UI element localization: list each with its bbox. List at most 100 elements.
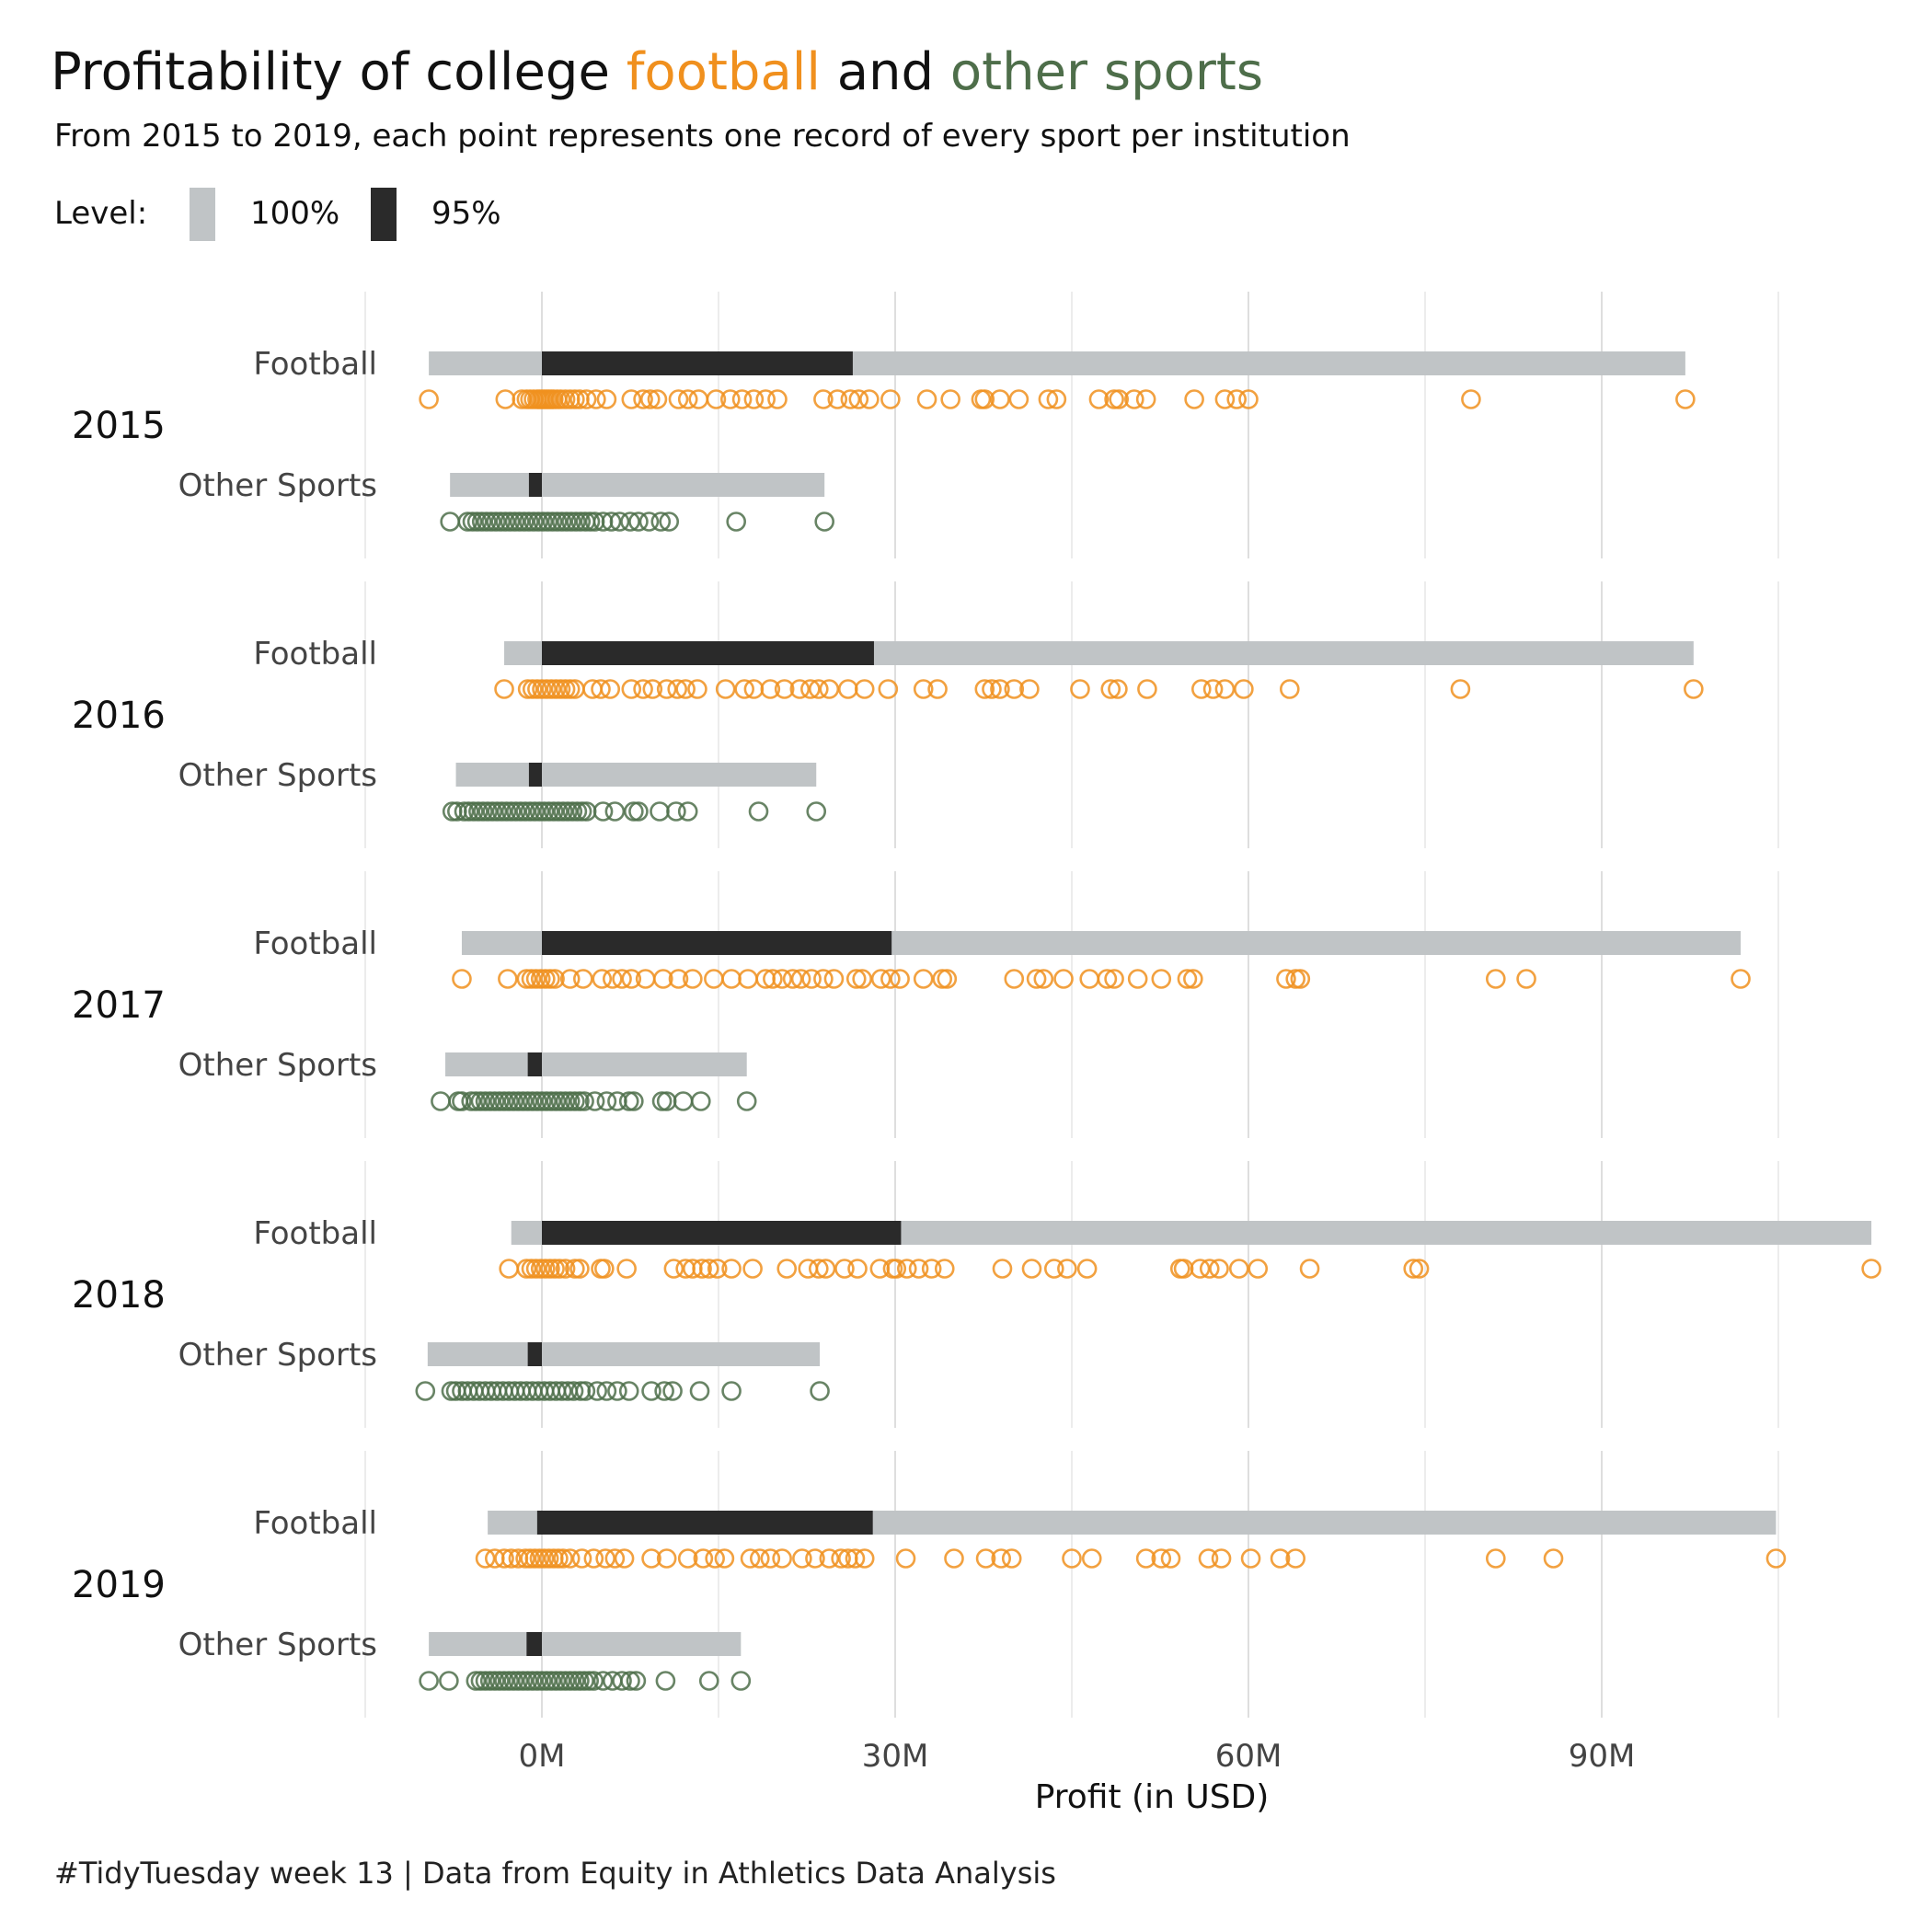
data-point	[575, 1381, 596, 1401]
data-point	[495, 389, 516, 409]
range-95-bar	[527, 1342, 542, 1366]
data-point	[620, 512, 640, 532]
data-point	[667, 679, 688, 699]
data-point	[726, 512, 747, 532]
range-95-bar	[542, 351, 853, 375]
data-point	[760, 679, 781, 699]
data-point	[790, 969, 811, 989]
data-point	[1026, 969, 1047, 989]
data-point	[628, 801, 649, 822]
data-point	[1004, 679, 1025, 699]
data-point	[499, 1259, 519, 1279]
data-point	[975, 1548, 996, 1569]
data-point	[736, 1091, 757, 1111]
data-point	[743, 389, 765, 409]
data-point	[1228, 1259, 1249, 1279]
data-point	[1270, 1548, 1291, 1569]
data-point	[944, 1548, 964, 1569]
data-point	[419, 389, 439, 409]
row-label: Other Sports	[178, 757, 377, 794]
data-point	[698, 1259, 719, 1279]
data-point	[810, 1381, 830, 1401]
data-point	[819, 1548, 840, 1569]
data-point	[647, 389, 668, 409]
data-point	[1226, 389, 1247, 409]
data-point	[808, 1259, 829, 1279]
data-point	[1183, 969, 1203, 989]
data-point	[1079, 969, 1099, 989]
data-point	[721, 1259, 742, 1279]
data-point	[692, 1259, 712, 1279]
data-point	[1684, 679, 1704, 699]
data-point	[880, 389, 901, 409]
data-point	[895, 1548, 916, 1569]
data-point	[452, 1091, 472, 1111]
data-point	[1160, 1548, 1181, 1569]
data-point	[500, 1548, 522, 1569]
year-label: 2018	[72, 1274, 166, 1317]
data-point	[800, 679, 821, 699]
range-95-bar	[527, 1052, 542, 1076]
data-point	[767, 389, 788, 409]
data-point	[677, 1548, 698, 1569]
data-point	[650, 512, 672, 532]
data-point	[1731, 969, 1751, 989]
data-point	[852, 969, 872, 989]
data-point	[805, 1548, 825, 1569]
legend-label-100: 100%	[250, 195, 340, 232]
range-100-bar	[427, 1342, 821, 1366]
data-point	[1190, 1259, 1211, 1279]
data-point	[576, 389, 597, 409]
row-label: Football	[253, 636, 377, 673]
data-point	[673, 1091, 694, 1111]
data-point	[916, 389, 937, 409]
legend-title: Level:	[54, 195, 148, 232]
data-point	[789, 679, 811, 699]
data-point	[854, 1548, 875, 1569]
data-point	[1290, 969, 1311, 989]
data-point	[1100, 679, 1121, 699]
data-point	[1211, 1548, 1232, 1569]
data-point	[921, 1259, 942, 1279]
data-point	[624, 1091, 644, 1111]
data-point	[815, 1259, 836, 1279]
data-point	[730, 1671, 752, 1691]
data-point	[656, 679, 677, 699]
data-point	[1543, 1548, 1564, 1569]
data-point	[937, 969, 958, 989]
row-label: Other Sports	[178, 1337, 377, 1374]
data-point	[553, 1548, 573, 1569]
data-point	[638, 512, 660, 532]
data-point	[1053, 969, 1074, 989]
range-95-bar	[526, 1632, 542, 1656]
data-point	[1240, 1548, 1261, 1569]
data-point	[719, 389, 741, 409]
data-point	[642, 679, 663, 699]
data-point	[494, 1548, 514, 1569]
data-point	[419, 1671, 439, 1691]
chart-title: Profitability of college football and ot…	[51, 42, 1263, 102]
data-point	[974, 679, 995, 699]
x-tick-label: 30M	[862, 1738, 929, 1775]
data-point	[776, 1259, 798, 1279]
data-point	[687, 679, 707, 699]
data-point	[616, 1259, 637, 1279]
data-point	[840, 389, 861, 409]
data-point	[614, 1548, 635, 1569]
data-point	[666, 801, 686, 822]
data-point	[654, 1381, 674, 1401]
data-point	[1177, 969, 1198, 989]
data-point	[774, 679, 795, 699]
data-point	[1450, 679, 1471, 699]
x-tick-label: 90M	[1569, 1738, 1636, 1775]
data-point	[584, 1091, 605, 1111]
range-100-bar	[450, 473, 825, 497]
data-point	[1057, 1259, 1077, 1279]
data-point	[714, 1548, 735, 1569]
range-100-bar	[445, 1052, 747, 1076]
chart-area: 2015 Football Other Sports 2016 Football Othe…	[72, 292, 1881, 1816]
data-point	[1516, 969, 1536, 989]
data-point	[814, 512, 835, 532]
data-point	[991, 1548, 1011, 1569]
range-95-bar	[542, 931, 892, 955]
